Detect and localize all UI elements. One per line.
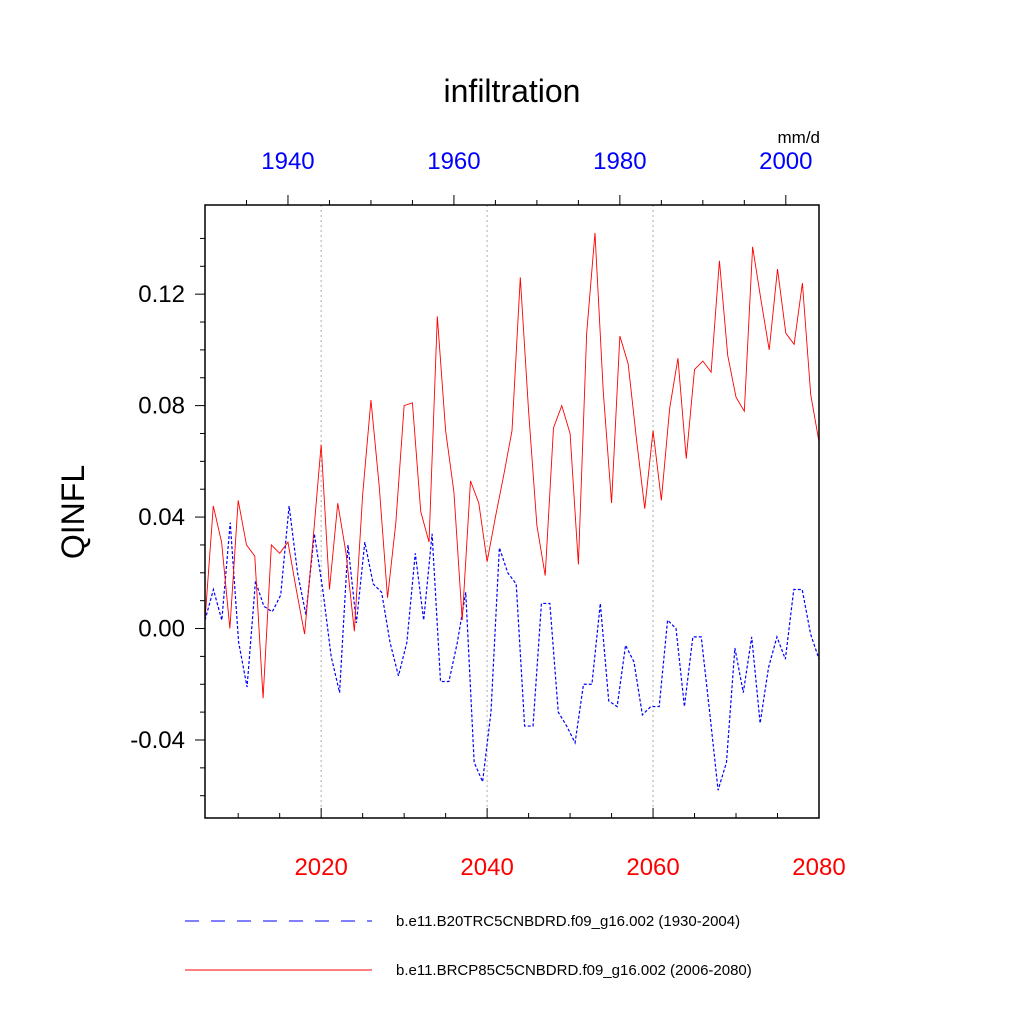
y-tick-label: -0.04 [130, 727, 185, 754]
bottom-tick-label: 2080 [792, 854, 845, 881]
legend-label-2: b.e11.BRCP85C5CNBDRD.f09_g16.002 (2006-2… [396, 962, 752, 979]
series-layer [204, 232, 820, 791]
bottom-tick-label: 2020 [294, 854, 347, 881]
bottom-tick-label: 2040 [460, 854, 513, 881]
units-label: mm/d [778, 128, 821, 147]
series-line-2 [204, 232, 820, 699]
grid-lines [320, 205, 654, 818]
y-tick-label: 0.08 [138, 393, 185, 420]
top-tick-label: 2000 [759, 148, 812, 175]
tick-marks [195, 195, 820, 818]
legend-label-1: b.e11.B20TRC5CNBDRD.f09_g16.002 (1930-20… [396, 913, 740, 930]
bottom-tick-label: 2060 [626, 854, 679, 881]
legend: b.e11.B20TRC5CNBDRD.f09_g16.002 (1930-20… [185, 913, 752, 979]
y-tick-label: 0.12 [138, 281, 185, 308]
y-axis-label: QINFL [55, 465, 91, 559]
y-tick-label: 0.04 [138, 504, 185, 531]
top-tick-label: 1960 [427, 148, 480, 175]
top-tick-label: 1940 [261, 148, 314, 175]
series-line-1 [204, 505, 820, 791]
top-tick-label: 1980 [593, 148, 646, 175]
chart-title: infiltration [444, 73, 581, 109]
tick-labels: -0.04 0.00 0.04 0.08 0.12 2020 2040 2060 2080 194… [130, 148, 845, 881]
plot-frame [204, 204, 820, 819]
y-tick-label: 0.00 [138, 616, 185, 643]
